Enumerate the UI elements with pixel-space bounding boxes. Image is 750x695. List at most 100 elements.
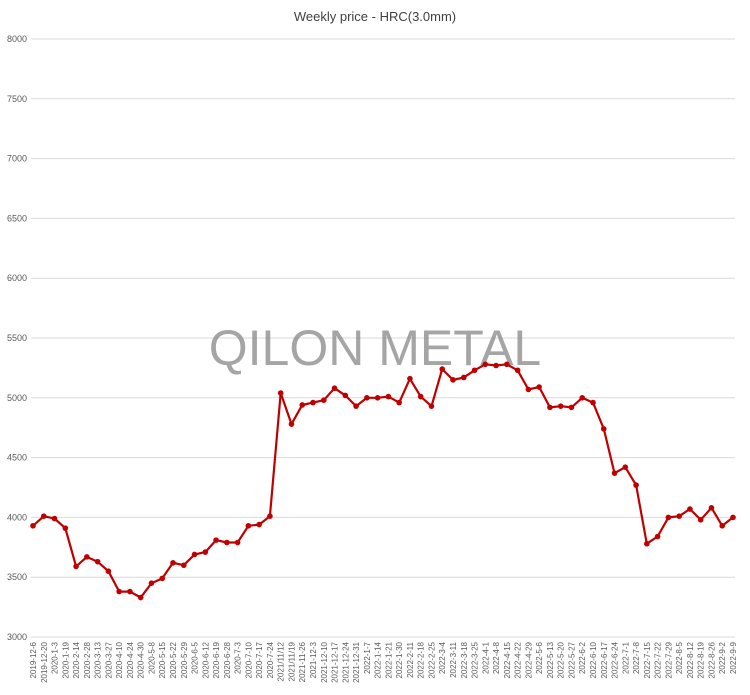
x-tick-label: 2022-6-24	[611, 641, 620, 678]
x-tick-label: 2022-4-22	[514, 641, 523, 678]
x-tick-label: 2021/11/12	[277, 641, 286, 681]
y-tick-label: 6500	[7, 213, 27, 223]
data-point	[127, 588, 133, 595]
x-tick-label: 2021-12-10	[320, 641, 329, 682]
data-point	[590, 399, 596, 406]
y-tick-label: 7500	[7, 94, 27, 104]
data-point	[148, 580, 155, 586]
data-point	[482, 361, 489, 368]
series-line-0	[32, 363, 734, 599]
x-tick-label: 2022-2-11	[406, 641, 415, 677]
x-tick-label: 2022-3-4	[438, 641, 447, 674]
data-point	[159, 575, 166, 582]
x-tick-label: 2022-2-18	[417, 641, 426, 678]
data-point	[568, 404, 575, 411]
y-tick-label: 6000	[7, 273, 27, 283]
data-point	[439, 366, 446, 372]
y-tick-label: 8000	[7, 34, 27, 44]
x-tick-label: 2022-1-14	[374, 641, 383, 678]
x-tick-label: 2021-12-3	[309, 641, 318, 678]
data-point	[288, 421, 295, 427]
x-tick-label: 2021-12-17	[331, 641, 340, 682]
x-tick-label: 2022-5-27	[567, 641, 576, 678]
x-tick-label: 2020-6-12	[201, 641, 210, 678]
data-point	[342, 392, 349, 399]
x-tick-label: 2022-8-19	[697, 641, 706, 678]
data-point	[40, 513, 47, 520]
x-tick-label: 2022-4-29	[524, 641, 533, 678]
data-point	[180, 562, 187, 569]
data-point	[374, 395, 381, 401]
data-point	[202, 549, 209, 555]
x-tick-label: 2022-6-2	[578, 641, 587, 674]
data-point	[450, 377, 456, 383]
x-tick-label: 2022-3-11	[449, 641, 458, 677]
x-tick-label: 2020-7-10	[244, 641, 253, 678]
data-point	[697, 516, 704, 523]
x-tick-label: 2021/11/19	[287, 641, 296, 681]
x-tick-label: 2020-3-27	[104, 641, 113, 678]
data-point	[600, 426, 607, 432]
data-point	[428, 403, 435, 409]
y-tick-label: 7000	[7, 154, 27, 164]
x-tick-label: 2020-5-29	[180, 641, 189, 678]
data-point	[407, 375, 413, 382]
data-point	[557, 403, 564, 409]
y-tick-label: 3000	[7, 632, 27, 642]
x-tick-label: 2020-6-5	[191, 641, 200, 674]
data-point	[644, 540, 650, 547]
data-point	[525, 386, 532, 393]
chart-title: Weekly price - HRC(3.0mm)	[294, 9, 456, 24]
data-point	[504, 361, 510, 368]
data-point	[213, 537, 219, 543]
data-point	[665, 514, 672, 521]
x-axis-ticks: 2019-12-6 2019-12-20 2020-1-3 2020-1-19 2020…	[29, 641, 738, 682]
data-point	[514, 367, 521, 374]
data-point	[234, 539, 241, 546]
x-tick-label: 2022-1-21	[384, 641, 393, 678]
x-tick-label: 2021-12-31	[352, 641, 361, 682]
x-tick-label: 2020-5-8	[147, 641, 156, 674]
data-point	[224, 539, 230, 546]
x-tick-label: 2020-4-24	[126, 641, 135, 678]
data-point	[385, 393, 392, 400]
x-tick-label: 2020-5-15	[158, 641, 167, 678]
x-tick-label: 2022-3-18	[460, 641, 469, 678]
data-point	[256, 521, 262, 528]
data-point	[30, 522, 36, 529]
x-tick-label: 2022-8-5	[675, 641, 684, 674]
x-tick-label: 2019-12-6	[29, 641, 38, 678]
x-tick-label: 2020-4-30	[137, 641, 146, 678]
x-tick-label: 2022-4-8	[492, 641, 501, 674]
x-tick-label: 2022-9-2	[718, 641, 727, 674]
x-tick-label: 2022-4-1	[481, 641, 490, 674]
data-point	[170, 560, 176, 566]
data-point	[633, 482, 639, 488]
x-tick-label: 2022-7-1	[621, 641, 630, 674]
x-tick-label: 2020-7-24	[266, 641, 275, 678]
x-tick-label: 2022-6-10	[589, 641, 598, 678]
data-point	[687, 506, 693, 512]
series-layer	[30, 361, 736, 601]
data-point	[105, 568, 112, 575]
x-tick-label: 2022-5-13	[546, 641, 555, 678]
y-tick-label: 4500	[7, 453, 27, 463]
data-point	[364, 395, 370, 401]
data-point	[73, 563, 79, 570]
data-point	[611, 470, 618, 476]
data-point	[94, 558, 101, 565]
data-point	[84, 554, 90, 560]
y-axis-ticks: 3000 3500 4000 4500 5000 5500 6000 6500 7000 7500…	[7, 34, 27, 642]
x-tick-label: 2020-5-22	[169, 641, 178, 678]
y-tick-label: 4000	[7, 512, 27, 522]
data-point	[116, 588, 122, 595]
watermark-text: QILON METAL	[209, 320, 541, 376]
x-tick-label: 2020-6-28	[223, 641, 232, 678]
data-point	[471, 367, 478, 374]
data-point	[460, 374, 467, 381]
data-point	[417, 393, 424, 400]
x-tick-label: 2022-1-7	[363, 641, 372, 674]
x-tick-label: 2022-3-25	[471, 641, 480, 678]
x-tick-label: 2022-8-26	[707, 641, 716, 678]
